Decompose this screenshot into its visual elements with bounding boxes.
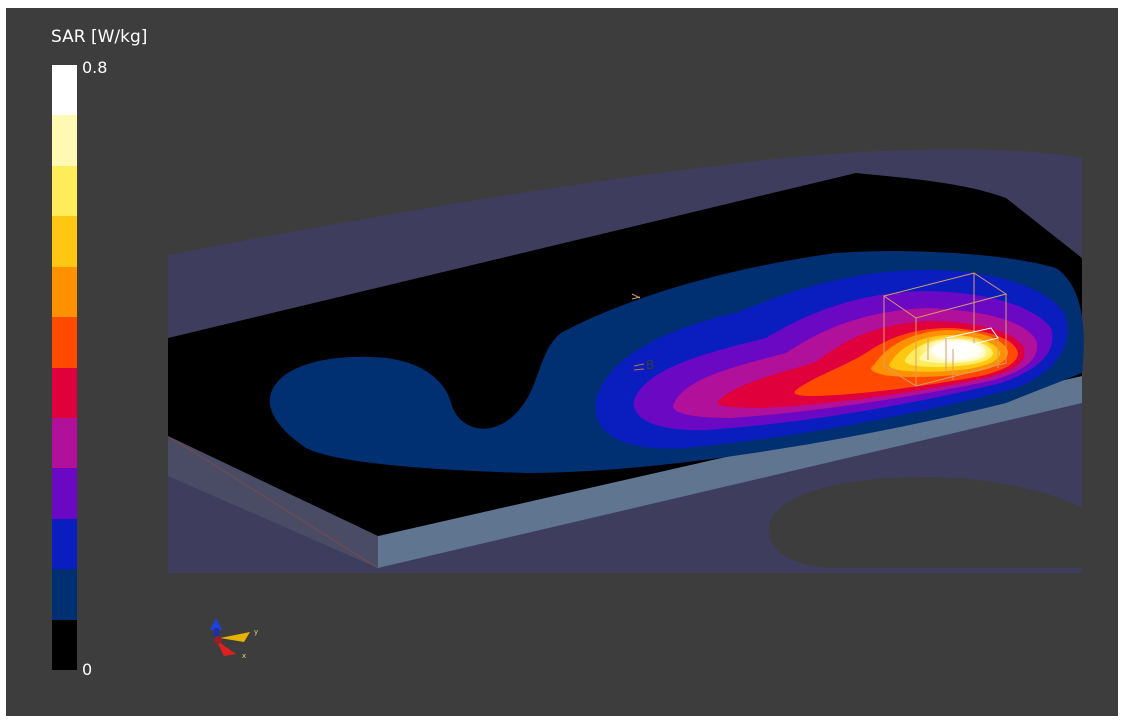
colorbar-level-7 <box>52 417 77 469</box>
colorbar-level-10 <box>52 569 77 620</box>
y-axis-arrow <box>220 632 250 642</box>
axis-triad[interactable]: y x <box>202 608 272 660</box>
colorbar-title: SAR [W/kg] <box>51 27 148 47</box>
triad-origin <box>214 636 222 644</box>
body-cutout <box>768 477 1082 568</box>
sensor-marker <box>631 293 641 300</box>
colorbar <box>52 65 77 671</box>
colorbar-min-label: 0 <box>82 660 93 679</box>
probe-label: B <box>646 358 655 372</box>
sar-scene[interactable] <box>6 8 1118 716</box>
3d-viewport[interactable]: SAR [W/kg] 0.8 0 B y x <box>6 8 1118 716</box>
z-axis-shaft <box>214 628 219 640</box>
colorbar-level-2 <box>52 165 77 217</box>
probe-marker <box>633 363 645 371</box>
colorbar-max-label: 0.8 <box>82 58 108 77</box>
x-axis-label: x <box>242 652 246 660</box>
source-wireframe <box>882 272 1008 387</box>
colorbar-level-9 <box>52 518 77 570</box>
colorbar-level-0 <box>52 65 77 116</box>
colorbar-level-3 <box>52 216 77 267</box>
colorbar-level-11 <box>52 619 77 671</box>
y-axis-label: y <box>254 628 258 636</box>
box-edge <box>167 435 379 569</box>
colorbar-level-6 <box>52 367 77 418</box>
colorbar-level-1 <box>52 115 77 166</box>
x-axis-arrow <box>216 640 236 656</box>
colorbar-level-8 <box>52 468 77 519</box>
colorbar-level-5 <box>52 317 77 368</box>
sar-hotspot <box>918 335 994 365</box>
colorbar-level-4 <box>52 266 77 318</box>
z-axis-arrow <box>210 618 222 630</box>
